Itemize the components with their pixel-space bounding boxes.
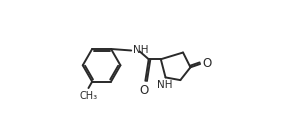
Text: NH: NH [133,45,149,55]
Text: NH: NH [157,80,173,90]
Text: CH₃: CH₃ [79,91,98,101]
Text: O: O [202,57,212,70]
Text: O: O [140,84,149,97]
